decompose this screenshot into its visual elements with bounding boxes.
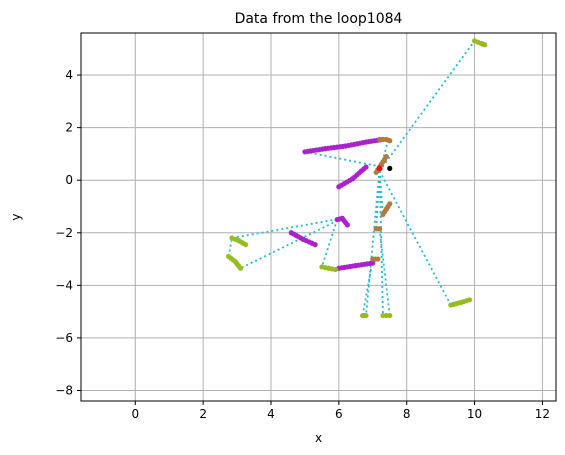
olive-point (237, 265, 244, 271)
dotted-link (240, 217, 343, 270)
y-tick-label: −2 (55, 226, 73, 240)
x-tick-label: 6 (335, 407, 343, 421)
dotted-link (378, 170, 384, 316)
purple-point (344, 222, 350, 228)
purple-point (370, 260, 376, 266)
purple-point (312, 242, 318, 248)
x-axis-ticks: 0 2 4 6 8 10 12 (131, 401, 550, 421)
y-tick-label: −6 (55, 331, 73, 345)
y-tick-label: 4 (65, 68, 73, 82)
x-tick-label: 2 (199, 407, 207, 421)
x-axis-label: x (315, 431, 322, 445)
y-tick-label: −8 (55, 383, 73, 397)
x-tick-label: 4 (267, 407, 275, 421)
chart-title: Data from the loop1084 (235, 11, 403, 27)
dotted-link (231, 217, 343, 239)
dotted-link (365, 170, 381, 316)
brown-point (383, 153, 389, 160)
dotted-link (227, 237, 233, 257)
x-tick-label: 0 (131, 407, 139, 421)
dotted-link (321, 219, 339, 268)
red-point (376, 165, 383, 172)
dotted-link (378, 170, 452, 306)
brown-point (376, 226, 383, 232)
grid-lines (81, 33, 556, 401)
olive-point (332, 266, 339, 273)
plot-frame (80, 32, 557, 402)
dotted-link (378, 40, 476, 172)
x-tick-label: 8 (403, 407, 411, 421)
x-tick-label: 10 (467, 407, 482, 421)
brown-point (375, 256, 381, 262)
dotted-links (227, 40, 476, 316)
y-tick-label: −4 (55, 278, 73, 292)
purple-point (363, 164, 369, 170)
y-axis-ticks: −8 −6 −4 −2 0 2 4 (55, 68, 81, 397)
brown-point (387, 201, 393, 207)
y-tick-label: 2 (65, 121, 73, 135)
black-point (387, 165, 393, 171)
olive-point (466, 297, 473, 303)
data-points (225, 38, 488, 319)
olive-point (387, 312, 393, 319)
x-tick-label: 12 (535, 407, 550, 421)
olive-point (482, 42, 488, 48)
y-tick-label: 0 (65, 173, 73, 187)
dotted-link (378, 170, 384, 215)
y-axis-label: y (9, 213, 23, 220)
brown-point (387, 138, 393, 144)
dotted-link (304, 150, 377, 167)
dotted-link (375, 170, 381, 229)
olive-point (363, 312, 369, 319)
olive-point (242, 242, 249, 248)
